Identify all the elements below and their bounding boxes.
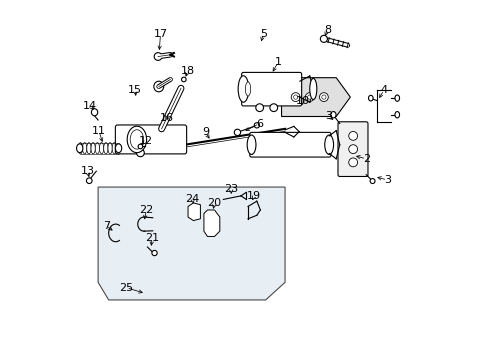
Ellipse shape	[348, 158, 357, 167]
Polygon shape	[188, 203, 200, 221]
Ellipse shape	[394, 95, 399, 101]
Ellipse shape	[246, 135, 255, 154]
FancyBboxPatch shape	[249, 132, 330, 157]
FancyBboxPatch shape	[241, 72, 301, 106]
Text: 16: 16	[160, 113, 174, 123]
Polygon shape	[98, 187, 285, 300]
Text: 3: 3	[325, 112, 332, 121]
Ellipse shape	[115, 144, 122, 153]
Text: 17: 17	[153, 28, 167, 39]
Ellipse shape	[320, 35, 327, 42]
Ellipse shape	[78, 143, 82, 154]
Ellipse shape	[154, 81, 163, 92]
Text: 13: 13	[81, 166, 94, 176]
Ellipse shape	[293, 95, 297, 99]
Ellipse shape	[95, 143, 99, 154]
Text: 12: 12	[139, 136, 152, 146]
Text: 6: 6	[255, 118, 262, 129]
Ellipse shape	[269, 104, 277, 112]
Ellipse shape	[234, 129, 240, 136]
Text: 9: 9	[202, 127, 209, 138]
Text: 5: 5	[260, 28, 266, 39]
FancyBboxPatch shape	[115, 125, 186, 154]
Ellipse shape	[348, 131, 357, 140]
Ellipse shape	[369, 179, 374, 184]
Text: 20: 20	[207, 198, 221, 208]
Ellipse shape	[255, 104, 263, 112]
Ellipse shape	[77, 144, 83, 153]
Text: 22: 22	[139, 205, 153, 215]
Ellipse shape	[309, 78, 316, 100]
Text: 4: 4	[380, 85, 386, 95]
Ellipse shape	[136, 149, 144, 157]
Ellipse shape	[324, 135, 333, 154]
Ellipse shape	[152, 251, 157, 256]
Text: 11: 11	[92, 126, 105, 136]
Ellipse shape	[103, 143, 108, 154]
Text: 10: 10	[295, 96, 309, 105]
Text: 7: 7	[102, 221, 109, 231]
Text: 23: 23	[224, 184, 238, 194]
Text: 1: 1	[274, 57, 281, 67]
Ellipse shape	[254, 123, 259, 128]
Text: 24: 24	[185, 194, 200, 204]
Ellipse shape	[130, 130, 143, 149]
Text: 25: 25	[119, 283, 133, 293]
Polygon shape	[281, 78, 349, 117]
Ellipse shape	[348, 145, 357, 153]
Polygon shape	[203, 210, 219, 237]
Ellipse shape	[291, 93, 300, 102]
Text: 2: 2	[362, 154, 369, 164]
Ellipse shape	[91, 109, 98, 116]
Text: 8: 8	[323, 25, 330, 35]
Ellipse shape	[305, 93, 313, 102]
Ellipse shape	[99, 143, 103, 154]
Ellipse shape	[127, 126, 146, 153]
Ellipse shape	[108, 143, 112, 154]
Text: 19: 19	[247, 191, 261, 201]
Text: 21: 21	[145, 233, 159, 243]
Ellipse shape	[112, 143, 116, 154]
Ellipse shape	[330, 112, 335, 118]
Ellipse shape	[87, 143, 91, 154]
FancyBboxPatch shape	[337, 122, 367, 176]
Ellipse shape	[82, 143, 87, 154]
Ellipse shape	[307, 95, 311, 99]
Ellipse shape	[321, 95, 325, 99]
Ellipse shape	[86, 178, 92, 184]
Text: 15: 15	[128, 85, 142, 95]
Ellipse shape	[181, 77, 186, 82]
Ellipse shape	[245, 82, 250, 96]
Ellipse shape	[368, 95, 372, 101]
Ellipse shape	[138, 144, 142, 149]
Ellipse shape	[319, 93, 327, 102]
Ellipse shape	[154, 53, 162, 60]
Text: 18: 18	[181, 66, 195, 76]
Text: 14: 14	[83, 101, 97, 111]
Ellipse shape	[91, 143, 95, 154]
Text: 3: 3	[383, 175, 390, 185]
Ellipse shape	[394, 112, 399, 118]
Ellipse shape	[238, 76, 248, 102]
